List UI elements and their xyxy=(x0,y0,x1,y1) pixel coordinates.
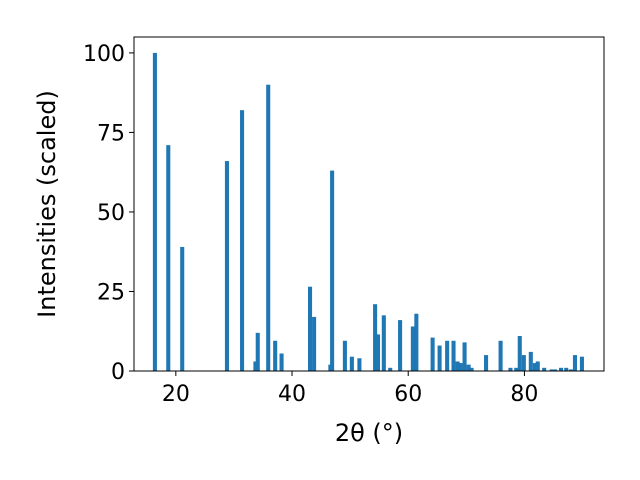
bar xyxy=(279,353,284,371)
bar xyxy=(458,363,463,371)
bar xyxy=(266,84,271,372)
bar xyxy=(414,313,419,371)
bar xyxy=(240,110,245,371)
x-tick-label: 40 xyxy=(278,382,306,407)
bar xyxy=(572,355,577,371)
x-axis-label: 2θ (°) xyxy=(335,419,403,447)
bar xyxy=(373,304,378,371)
bar xyxy=(542,367,547,371)
plot-area xyxy=(134,37,604,371)
bar xyxy=(521,355,526,371)
bar xyxy=(349,356,354,371)
bars xyxy=(152,52,584,372)
bar xyxy=(437,345,442,371)
bar xyxy=(455,361,460,371)
bar xyxy=(564,367,569,371)
bar xyxy=(253,361,258,371)
bar xyxy=(381,315,386,371)
bar xyxy=(398,320,403,371)
x-tick-label: 60 xyxy=(394,382,422,407)
bar xyxy=(357,358,362,371)
y-tick-label: 75 xyxy=(97,121,125,146)
y-tick-label: 25 xyxy=(97,280,125,305)
y-tick-label: 100 xyxy=(83,42,125,67)
bar xyxy=(498,340,503,371)
bar xyxy=(466,364,471,371)
bar xyxy=(484,355,489,371)
bar xyxy=(517,336,522,371)
x-tick-label: 80 xyxy=(510,382,538,407)
bar xyxy=(445,340,450,371)
y-tick-label: 50 xyxy=(97,201,125,226)
bar xyxy=(255,332,260,371)
bar xyxy=(532,363,537,371)
bar xyxy=(388,367,393,371)
bar xyxy=(514,367,519,371)
bar xyxy=(375,334,381,371)
bar xyxy=(180,246,185,371)
bar xyxy=(224,161,229,371)
bar xyxy=(312,316,317,371)
bar xyxy=(469,367,474,371)
bar xyxy=(558,367,564,371)
bar xyxy=(410,326,415,371)
bar xyxy=(462,342,467,371)
bar xyxy=(273,340,278,371)
bar xyxy=(568,369,573,371)
bar xyxy=(330,170,335,371)
y-axis-label: Intensities (scaled) xyxy=(33,90,61,318)
y-axis: 0 25 50 75 100 xyxy=(83,42,134,385)
bar xyxy=(342,340,347,371)
x-tick-label: 20 xyxy=(162,382,190,407)
bar xyxy=(508,367,513,371)
bar xyxy=(308,286,313,371)
y-tick-label: 0 xyxy=(111,360,125,385)
bar xyxy=(430,337,435,371)
bar xyxy=(528,351,533,371)
bar xyxy=(579,356,584,371)
bar xyxy=(535,361,540,371)
x-axis: 20 40 60 80 xyxy=(162,371,538,407)
bar xyxy=(549,369,554,371)
bar xyxy=(451,340,456,371)
bar xyxy=(152,52,157,372)
bar xyxy=(553,369,558,371)
bar xyxy=(166,145,171,371)
plot-frame xyxy=(133,36,605,372)
